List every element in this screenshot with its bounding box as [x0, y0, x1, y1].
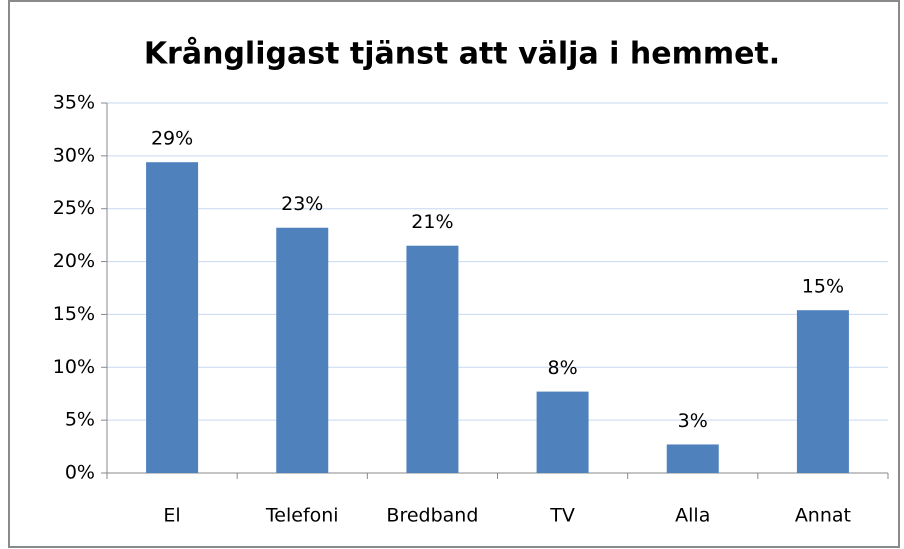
x-tick-label: Telefoni — [265, 505, 339, 527]
data-label: 15% — [802, 276, 844, 298]
bar — [796, 310, 849, 473]
y-tick-label: 25% — [53, 197, 95, 219]
bar — [666, 444, 719, 473]
x-tick-label: TV — [549, 505, 575, 527]
x-tick-label: Annat — [795, 505, 851, 527]
bar — [406, 245, 459, 473]
data-label: 8% — [548, 357, 578, 379]
bar — [536, 391, 589, 473]
data-label: 21% — [411, 211, 453, 233]
y-tick-label: 10% — [53, 356, 95, 378]
x-tick-label: El — [163, 505, 180, 527]
y-tick-label: 5% — [65, 409, 95, 431]
x-tick-label: Bredband — [386, 505, 478, 527]
y-tick-label: 15% — [53, 303, 95, 325]
data-label: 23% — [281, 193, 323, 215]
bar — [276, 227, 329, 473]
bar — [146, 162, 199, 473]
y-tick-label: 0% — [65, 462, 95, 484]
x-tick-label: Alla — [675, 505, 710, 527]
y-tick-label: 30% — [53, 144, 95, 166]
data-label: 29% — [151, 128, 193, 150]
data-label: 3% — [678, 410, 708, 432]
y-tick-label: 20% — [53, 250, 95, 272]
chart-title: Krångligast tjänst att välja i hemmet. — [144, 36, 780, 72]
y-tick-label: 35% — [53, 92, 95, 114]
